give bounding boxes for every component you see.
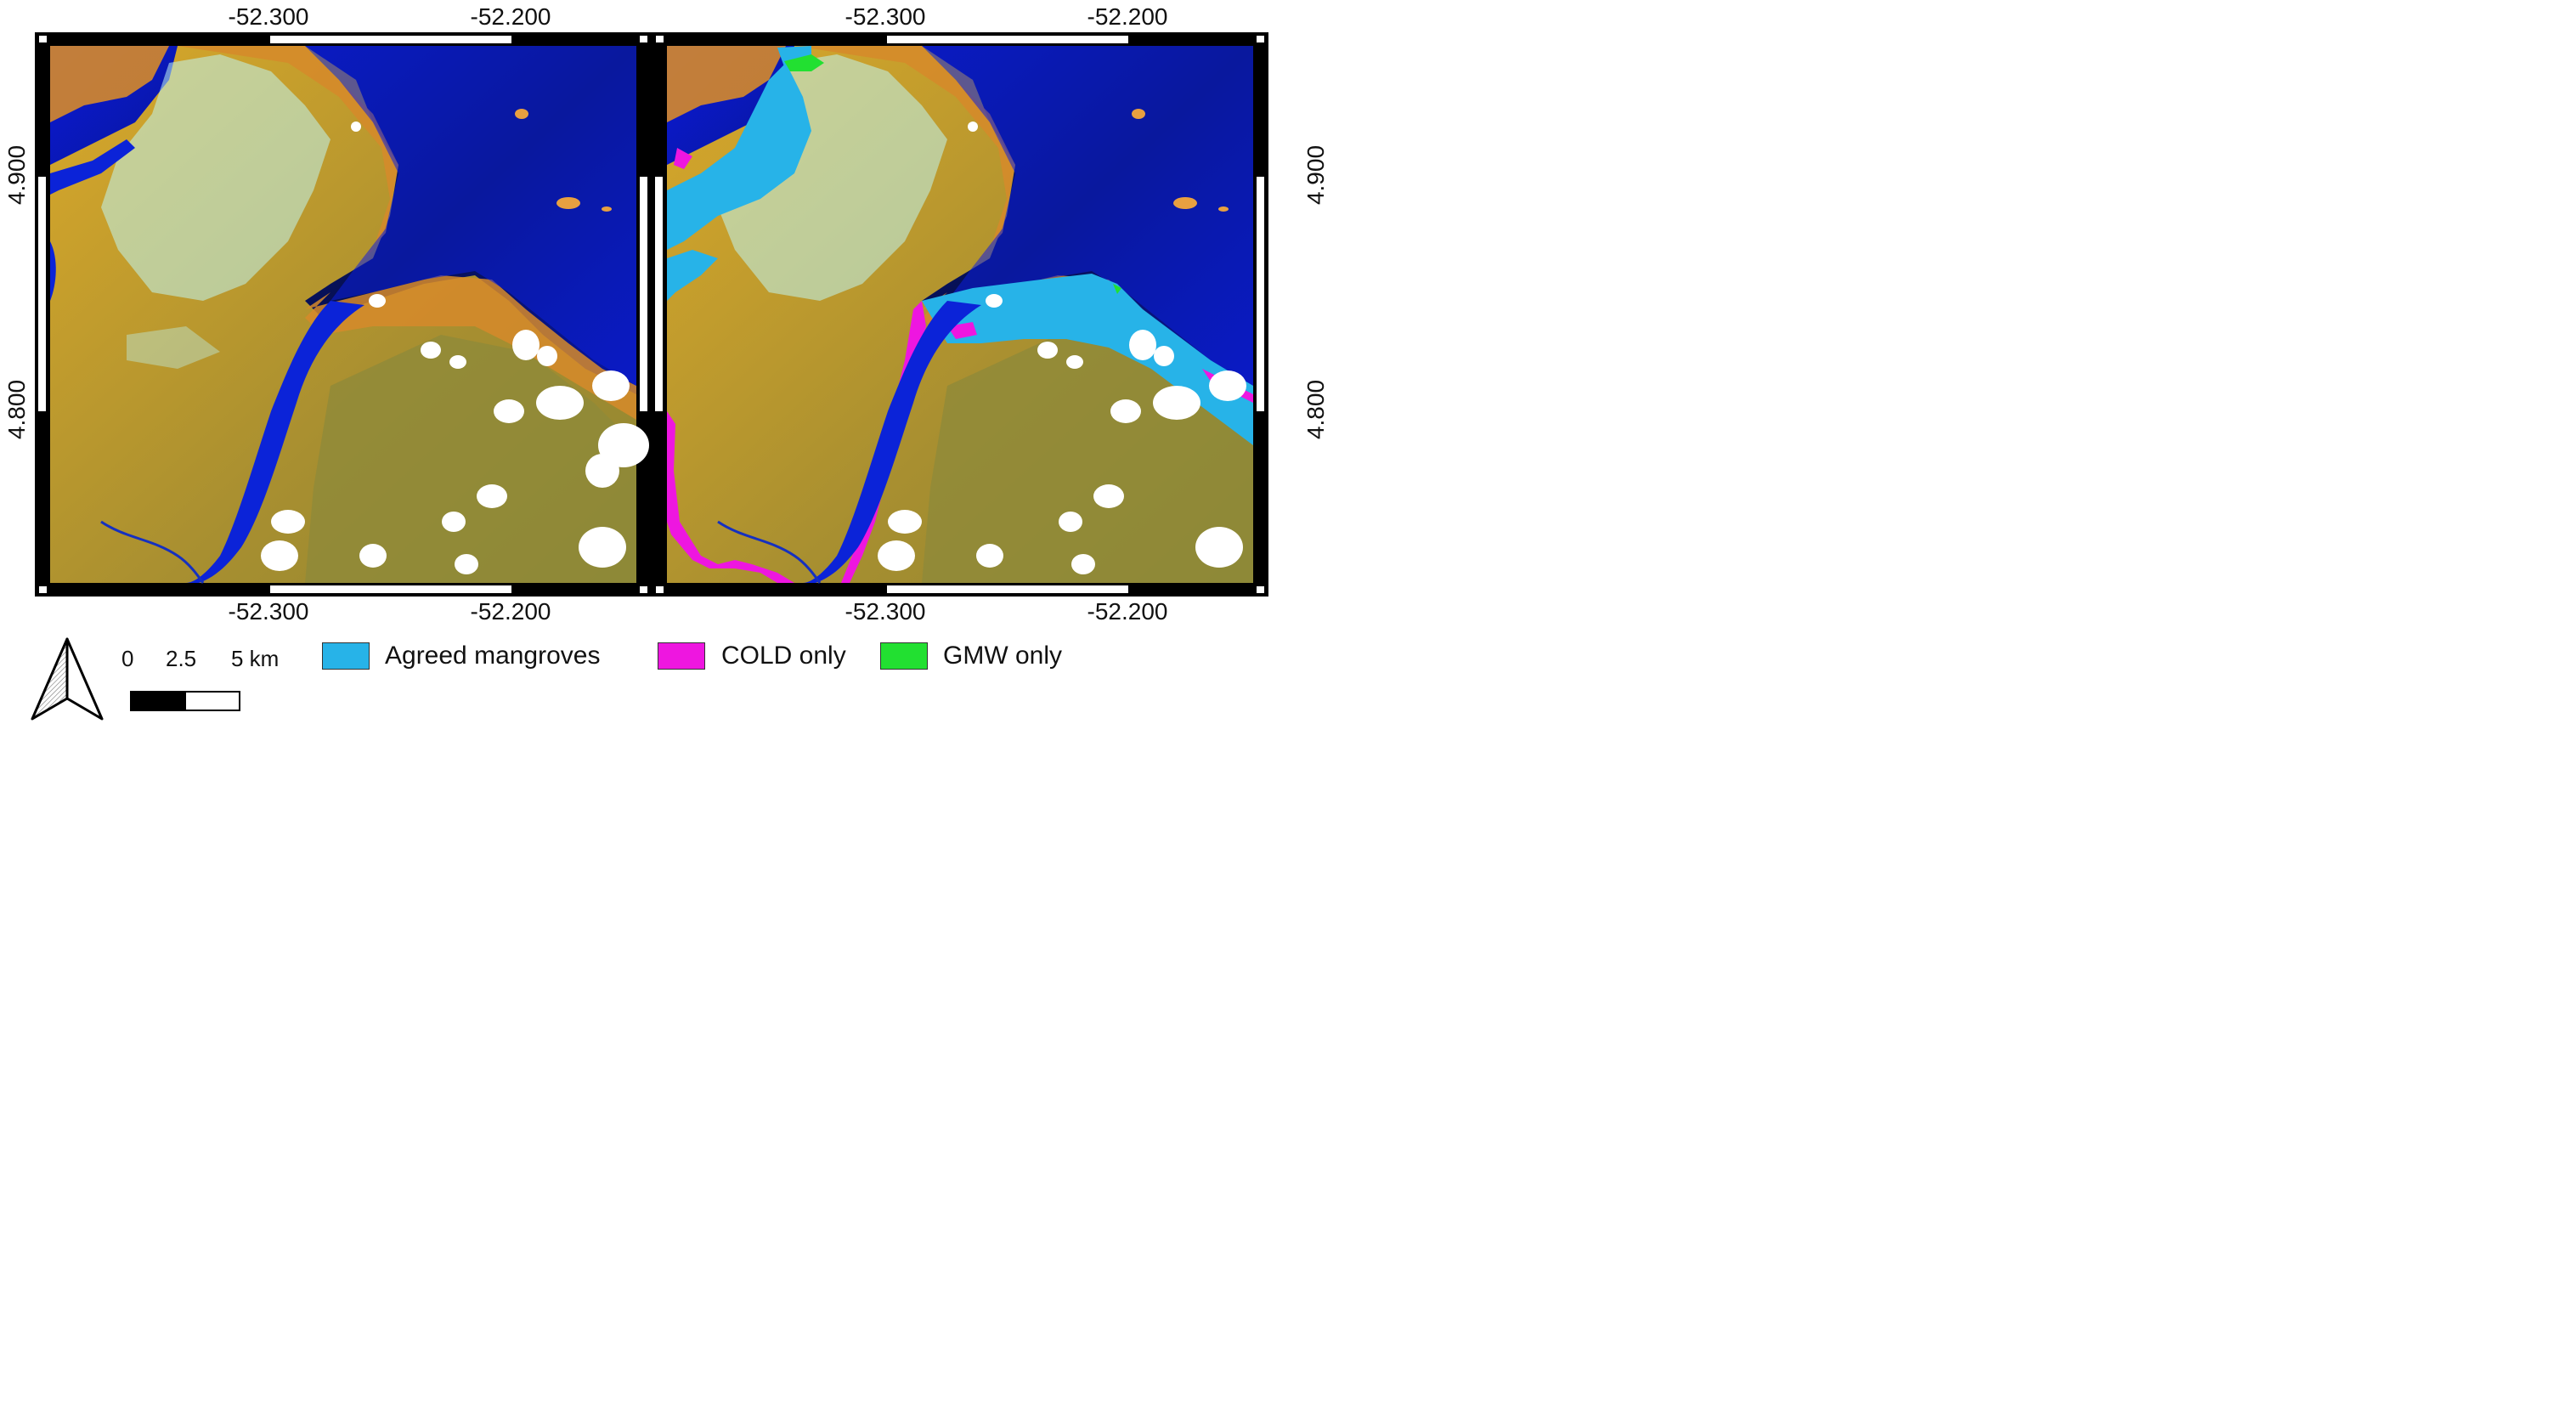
north-arrow-icon	[31, 637, 104, 721]
gmw-only-overlay	[784, 54, 1121, 294]
left-map-panel	[35, 32, 652, 597]
lat-label-left-2: 4.800	[3, 379, 30, 440]
legend-label-cold-only: COLD only	[721, 642, 846, 670]
lon-label-top-left-1: -52.300	[228, 3, 309, 30]
lon-label-bottom-right-1: -52.300	[845, 598, 926, 625]
lon-label-bottom-left-1: -52.300	[228, 598, 309, 625]
legend-label-agreed-mangroves: Agreed mangroves	[385, 642, 601, 670]
legend-swatch-agreed-mangroves	[322, 642, 370, 670]
scale-label-0: 0	[121, 646, 134, 671]
scale-bar-black-segment	[132, 693, 186, 710]
scale-label-2-5: 2.5	[166, 646, 197, 671]
lon-label-bottom-right-2: -52.200	[1087, 598, 1168, 625]
scale-label-5km: 5 km	[231, 646, 280, 671]
satellite-imagery-with-mangroves	[667, 46, 1253, 584]
lon-label-top-right-1: -52.300	[845, 3, 926, 30]
lat-label-right-1: 4.900	[1302, 144, 1329, 206]
legend-label-gmw-only: GMW only	[943, 642, 1063, 670]
lon-label-top-right-2: -52.200	[1087, 3, 1168, 30]
left-map-image	[35, 32, 652, 597]
scale-bar	[130, 691, 240, 711]
satellite-imagery	[50, 46, 649, 584]
lat-label-right-2: 4.800	[1302, 379, 1329, 440]
right-map-image	[652, 32, 1268, 597]
lon-label-bottom-left-2: -52.200	[470, 598, 551, 625]
cloud-patches	[878, 122, 1246, 574]
lon-label-top-left-2: -52.200	[470, 3, 551, 30]
legend-swatch-cold-only	[658, 642, 705, 670]
right-map-panel	[652, 32, 1268, 597]
lat-label-left-1: 4.900	[3, 144, 30, 206]
legend-swatch-gmw-only	[880, 642, 928, 670]
cloud-patches	[261, 122, 649, 574]
